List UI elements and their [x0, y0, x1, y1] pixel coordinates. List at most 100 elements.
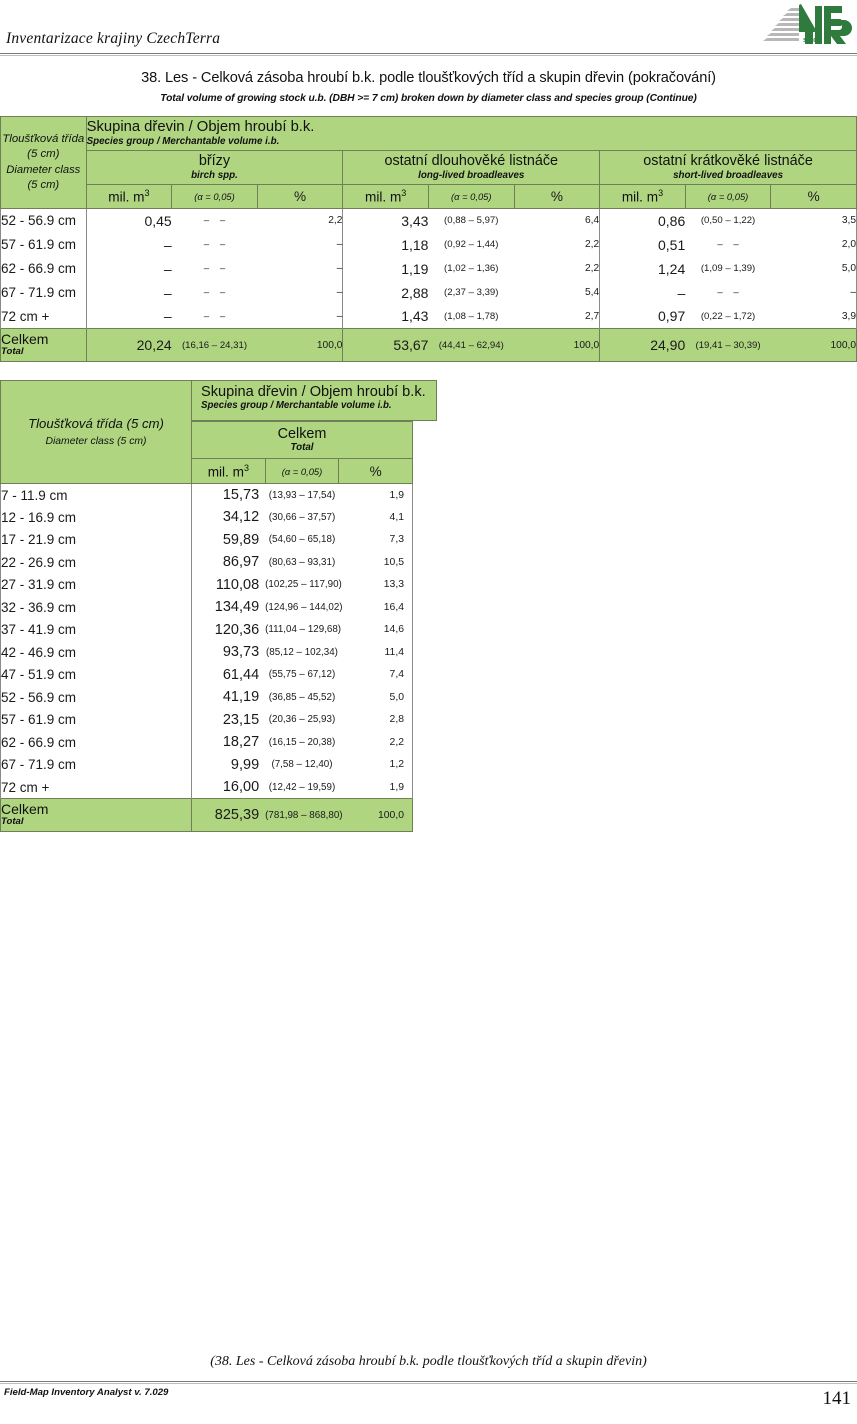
table2-cell-ci: (124,96 – 144,02): [265, 601, 343, 613]
table1-total-pct: 100,0: [257, 328, 343, 362]
ifer-logo: s.t.d.: [763, 4, 852, 44]
table2-cell-pct: 11,4: [338, 641, 413, 664]
table2-row-label: 62 - 66.9 cm: [0, 731, 192, 754]
table1-percent-header-0: %: [256, 184, 344, 209]
table1-group-header-0: břízy birch spp.: [85, 150, 344, 185]
table1-total-value: 53,67: [342, 328, 429, 362]
table2-total-ci: (781,98 – 868,80): [265, 798, 343, 832]
table1-cell-value: 0,45: [85, 208, 172, 233]
table1-cell-value: –: [85, 256, 172, 281]
page-number: 141: [822, 1388, 852, 1409]
table2-cell-ci: (111,04 – 129,68): [265, 624, 342, 636]
table1-cell-ci: (2,37 – 3,39): [444, 287, 499, 298]
table1-cell-ci: (1,09 – 1,39): [700, 263, 756, 274]
table2-header-units-row: mil. m3 (α = 0,05) %: [1, 458, 413, 484]
table2-corner-label: Tloušťková třída (5 cm) Diameter class (…: [0, 380, 192, 484]
page-subtitle: Total volume of growing stock u.b. (DBH …: [160, 93, 697, 104]
table2-cell-ci: (55,75 – 67,12): [268, 669, 336, 681]
table1-cell-pct: 5,0: [770, 256, 857, 281]
table2-cell-ci: (54,60 – 65,18): [268, 534, 336, 546]
table1-cell-value: –: [85, 232, 172, 257]
table2-row-label: 17 - 21.9 cm: [0, 528, 192, 551]
table-row: 27 - 31.9 cm 110,08 (102,25 – 117,90) 13…: [0, 573, 413, 596]
table1-row-label: 62 - 66.9 cm: [0, 256, 87, 281]
table2-cell-value: 18,27: [191, 731, 266, 754]
total-table: Tloušťková třída (5 cm) Diameter class (…: [0, 380, 413, 832]
table2-cell-value: 93,73: [191, 641, 266, 664]
table1-header-units-row: mil. m3 (α = 0,05) % mil. m3 (α = 0,05) …: [1, 184, 857, 209]
table1-total-pct: 100,0: [770, 328, 857, 362]
table2-cell-ci: (102,25 – 117,90): [265, 579, 342, 591]
table2-cell-value: 110,08: [191, 573, 266, 596]
table2-alpha-header: (α = 0,05): [264, 458, 340, 484]
table2-cell-value: 15,73: [191, 483, 266, 506]
table1-cell-value: –: [85, 280, 172, 305]
table1-row-label: 72 cm +: [0, 304, 87, 329]
species-group-table: Tloušťková třída (5 cm) Diameter class (…: [0, 116, 857, 362]
table1-group-header-2: ostatní krátkověké listnáče short-lived …: [599, 150, 857, 185]
table-row: 52 - 56.9 cm 0,45 – – 2,2 3,43 (0,88 – 5…: [0, 208, 857, 233]
table1-cell-value: 1,24: [599, 256, 686, 281]
table2-cell-value: 59,89: [191, 528, 266, 551]
table1-cell-value: 0,97: [599, 304, 686, 329]
table1-cell-ci: – –: [203, 310, 226, 322]
table2-cell-value: 86,97: [191, 551, 266, 574]
table-row: 47 - 51.9 cm 61,44 (55,75 – 67,12) 7,4: [0, 663, 413, 686]
table2-row-label: 32 - 36.9 cm: [0, 596, 192, 619]
table2-cell-pct: 1,9: [338, 483, 413, 506]
table-row: 12 - 16.9 cm 34,12 (30,66 – 37,57) 4,1: [0, 506, 413, 529]
page-title: 38. Les - Celková zásoba hroubí b.k. pod…: [141, 70, 716, 86]
table1-group-header-1: ostatní dlouhověké listnáče long-lived b…: [342, 150, 601, 185]
page-footer: (38. Les - Celková zásoba hroubí b.k. po…: [0, 1344, 857, 1424]
table1-row-label: 52 - 56.9 cm: [0, 208, 87, 233]
table2-row-label: 67 - 71.9 cm: [0, 753, 192, 776]
table1-species-group-banner: Skupina dřevin / Objem hroubí b.k. Speci…: [85, 116, 857, 151]
table1-cell-value: 1,18: [342, 232, 429, 257]
table1-cell-pct: –: [336, 310, 343, 322]
table1-total-ci: (16,16 – 24,31): [171, 328, 258, 362]
table2-unit-header: mil. m3: [191, 458, 266, 484]
table1-cell-value: 0,51: [599, 232, 686, 257]
table1-total-value: 20,24: [85, 328, 172, 362]
footer-divider: [0, 1381, 857, 1384]
table2-cell-pct: 5,0: [338, 686, 413, 709]
table2-row-label: 72 cm +: [0, 776, 192, 799]
footer-caption: (38. Les - Celková zásoba hroubí b.k. po…: [210, 1354, 647, 1369]
table2-total-label: Celkem Total: [0, 798, 192, 832]
table1-corner-label: Tloušťková třída (5 cm) Diameter class (…: [0, 116, 87, 209]
table1-cell-pct: –: [336, 287, 343, 298]
table1-percent-header-2: %: [770, 184, 857, 209]
table2-cell-value: 9,99: [191, 753, 266, 776]
table2-cell-pct: 4,1: [338, 506, 413, 529]
table2-row-label: 37 - 41.9 cm: [0, 618, 192, 641]
table2-row-label: 42 - 46.9 cm: [0, 641, 192, 664]
table1-cell-ci: (0,88 – 5,97): [444, 215, 499, 227]
table2-cell-value: 23,15: [191, 708, 266, 731]
table-row: 7 - 11.9 cm 15,73 (13,93 – 17,54) 1,9: [0, 483, 413, 506]
table1-unit-header-2: mil. m3: [599, 184, 686, 209]
table1-cell-value: 2,88: [342, 280, 429, 305]
table2-cell-ci: (80,63 – 93,31): [268, 556, 336, 568]
table-row: 62 - 66.9 cm – – – – 1,19 (1,02 – 1,36) …: [0, 256, 857, 281]
table1-cell-ci: – –: [717, 287, 739, 298]
table2-row-label: 22 - 26.9 cm: [0, 551, 192, 574]
table2-cell-ci: (13,93 – 17,54): [268, 489, 336, 501]
table2-cell-pct: 2,2: [338, 731, 413, 754]
table2-row-label: 57 - 61.9 cm: [0, 708, 192, 731]
table2-cell-value: 41,19: [191, 686, 266, 709]
table1-cell-pct: 2,2: [584, 263, 600, 274]
table1-cell-value: 1,43: [342, 304, 429, 329]
table2-total-row: Celkem Total 825,39 (781,98 – 868,80) 10…: [0, 798, 413, 832]
table1-cell-ci: (1,02 – 1,36): [444, 263, 499, 274]
total-table-wrapper: Tloušťková třída (5 cm) Diameter class (…: [0, 380, 857, 832]
table-row: 67 - 71.9 cm – – – – 2,88 (2,37 – 3,39) …: [0, 280, 857, 305]
table-row: 22 - 26.9 cm 86,97 (80,63 – 93,31) 10,5: [0, 551, 413, 574]
table1-cell-pct: 2,2: [328, 215, 343, 227]
table1-cell-pct: 2,0: [770, 232, 857, 257]
table-row: 57 - 61.9 cm 23,15 (20,36 – 25,93) 2,8: [0, 708, 413, 731]
table-row: 62 - 66.9 cm 18,27 (16,15 – 20,38) 2,2: [0, 731, 413, 754]
table-row: 32 - 36.9 cm 134,49 (124,96 – 144,02) 16…: [0, 596, 413, 619]
table1-cell-ci: (0,22 – 1,72): [700, 310, 756, 322]
table1-cell-ci: (0,92 – 1,44): [444, 239, 499, 250]
table1-row-label: 67 - 71.9 cm: [0, 280, 87, 305]
